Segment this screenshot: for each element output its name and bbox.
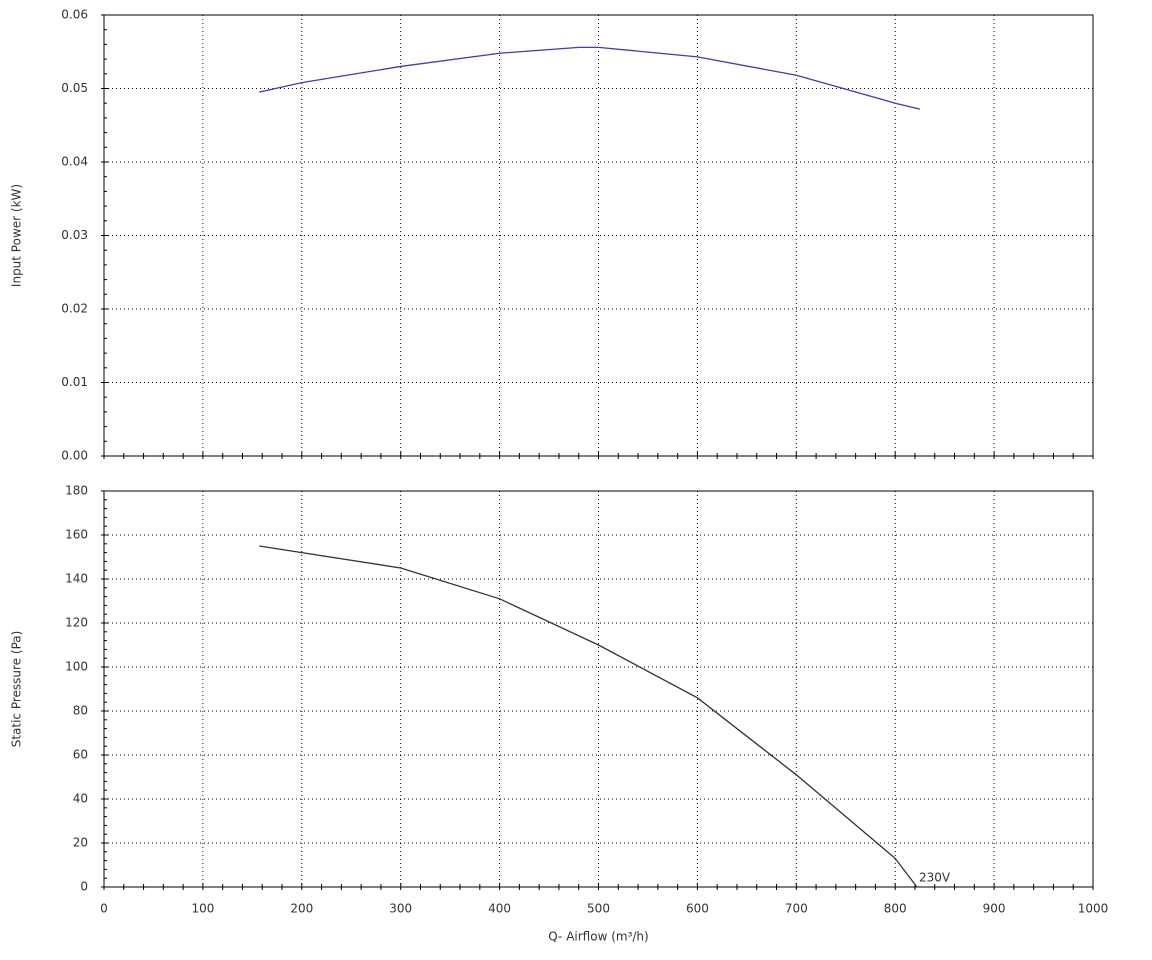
x-tick-label: 500 xyxy=(587,902,610,916)
y-tick-label: 60 xyxy=(73,748,88,762)
x-tick-label: 300 xyxy=(389,902,412,916)
y-tick-label: 120 xyxy=(65,616,88,630)
y-tick-label: 0.06 xyxy=(61,8,88,22)
y-tick-label: 0.01 xyxy=(61,375,88,389)
y-tick-label: 0.05 xyxy=(61,81,88,95)
series-line xyxy=(259,545,918,888)
y-tick-label: 100 xyxy=(65,660,88,674)
y-tick-label: 0.00 xyxy=(61,449,88,463)
y-axis-label: Static Pressure (Pa) xyxy=(10,631,24,748)
x-tick-label: 800 xyxy=(884,902,907,916)
x-tick-label: 100 xyxy=(191,902,214,916)
y-tick-label: 20 xyxy=(73,836,88,850)
x-tick-label: 400 xyxy=(488,902,511,916)
x-tick-label: 1000 xyxy=(1078,902,1109,916)
y-tick-label: 80 xyxy=(73,704,88,718)
y-tick-label: 0 xyxy=(80,880,88,894)
series-line xyxy=(259,46,921,110)
x-tick-label: 700 xyxy=(785,902,808,916)
y-axis-label: Input Power (kW) xyxy=(10,184,24,287)
y-tick-label: 0.04 xyxy=(61,155,88,169)
x-tick-label: 900 xyxy=(983,902,1006,916)
x-tick-label: 0 xyxy=(100,902,108,916)
x-tick-label: 200 xyxy=(290,902,313,916)
series-label: 230V xyxy=(919,871,951,885)
x-axis-label: Q- Airflow (m³/h) xyxy=(548,930,648,944)
x-tick-label: 600 xyxy=(686,902,709,916)
y-tick-label: 0.02 xyxy=(61,302,88,316)
y-tick-label: 40 xyxy=(73,792,88,806)
y-tick-label: 160 xyxy=(65,528,88,542)
y-tick-label: 0.03 xyxy=(61,228,88,242)
y-tick-label: 180 xyxy=(65,484,88,498)
y-tick-label: 140 xyxy=(65,572,88,586)
